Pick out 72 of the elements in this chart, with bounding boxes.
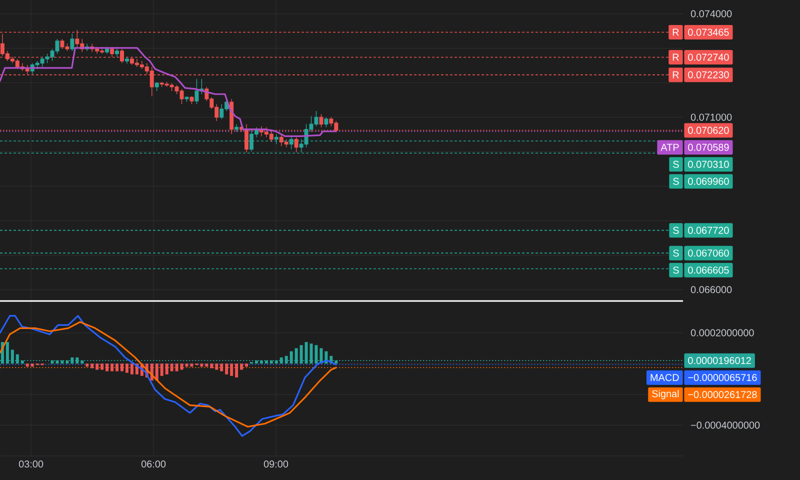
bar [106, 364, 109, 372]
x-tick-label: 03:00 [18, 460, 44, 468]
bar [230, 364, 234, 376]
x-tick-label: 06:00 [141, 460, 166, 468]
y-tick-label: 0.074000 [690, 10, 732, 18]
ref-line-label: 0.070620 [688, 126, 729, 134]
bar [96, 364, 99, 370]
bar [26, 364, 29, 367]
ref-line-label: 0.072230 [688, 71, 729, 78]
annotation: S [673, 266, 679, 274]
ref-line-label: 0.072740 [688, 54, 729, 61]
y-tick-label: −0.0004000000 [691, 422, 760, 429]
bar [170, 364, 174, 372]
bar [220, 364, 224, 372]
bar [175, 364, 178, 372]
y-tick-label: 0.071000 [690, 114, 732, 121]
bar [215, 364, 218, 370]
bar [165, 364, 168, 374]
annotation: S [673, 178, 679, 185]
bar [100, 364, 104, 370]
annotation: S [673, 226, 679, 234]
bar [160, 364, 164, 376]
bar [235, 364, 238, 378]
candlestick [294, 136, 298, 153]
text: MACD [650, 374, 679, 382]
candlestick [70, 33, 74, 52]
bar [190, 364, 194, 367]
legend-label: −0.0000261728 [688, 391, 757, 398]
candlestick [110, 46, 114, 58]
legend-label: 0.069960 [688, 178, 729, 185]
legend-label: −0.0000065716 [688, 374, 757, 382]
bar [116, 364, 119, 372]
y-tick-label: 0.0002000000 [690, 329, 754, 336]
candlestick [324, 116, 328, 128]
x-tick-label: 09:00 [264, 460, 288, 468]
annotation: S [673, 250, 679, 257]
annotation: S [673, 160, 679, 168]
annotation: R [672, 54, 679, 61]
text: Signal [652, 390, 679, 400]
ref-line-label: 0.073465 [688, 28, 729, 36]
bar [225, 364, 228, 374]
legend-label: 0.070310 [688, 160, 729, 168]
candlestick [184, 96, 189, 102]
bar [210, 364, 214, 368]
candlestick [124, 56, 129, 64]
bar [30, 364, 34, 367]
ref-line-label: 0.067060 [688, 250, 729, 257]
ref-line-label: 0.0000196012 [688, 357, 751, 364]
bar [240, 364, 244, 370]
annotation: R [672, 28, 679, 36]
annotation: R [672, 71, 679, 78]
bar [130, 364, 134, 374]
bar [90, 364, 94, 368]
bar [125, 364, 128, 373]
bar [86, 364, 89, 367]
ref-line-label: 0.070589 [688, 144, 729, 151]
candlestick [154, 82, 159, 92]
bar [200, 364, 204, 367]
bar [205, 364, 208, 367]
y-tick-label: 0.066000 [690, 286, 732, 294]
bar [245, 364, 248, 367]
bar [155, 364, 158, 381]
candlestick [234, 124, 239, 132]
text: ATP [660, 144, 679, 151]
candlestick [319, 114, 324, 128]
bar [110, 364, 114, 372]
bar [120, 364, 124, 372]
candlestick [190, 96, 194, 104]
candlestick [115, 46, 120, 58]
ref-line-label: 0.067720 [688, 226, 729, 234]
candlestick [105, 46, 110, 54]
ref-line-label: 0.066605 [688, 266, 729, 274]
